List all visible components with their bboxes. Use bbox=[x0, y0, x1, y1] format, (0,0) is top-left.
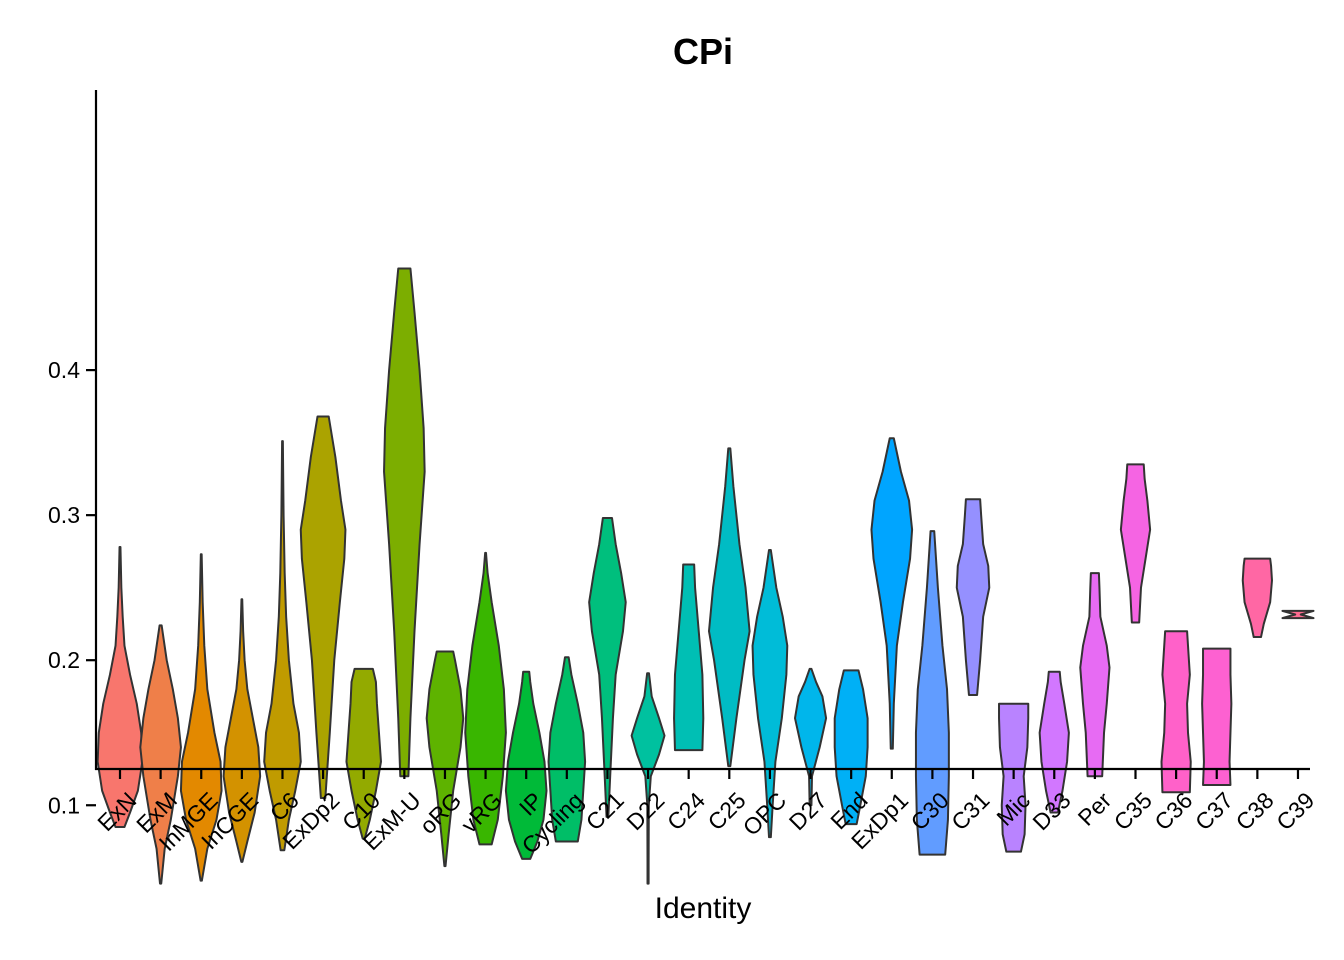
violin-c31 bbox=[955, 498, 991, 697]
x-tick-label: oRG bbox=[415, 787, 467, 839]
x-tick-label: D33 bbox=[1027, 787, 1075, 835]
violin-exn bbox=[96, 546, 144, 829]
violin-c38 bbox=[1241, 557, 1273, 638]
violin-incge bbox=[222, 598, 262, 863]
y-tick-label: 0.4 bbox=[48, 357, 80, 383]
x-tick-label: C37 bbox=[1190, 787, 1238, 835]
violin-c39 bbox=[1281, 609, 1315, 620]
x-tick-label: D22 bbox=[621, 787, 669, 835]
violin-group bbox=[96, 267, 1315, 885]
x-tick-label: C36 bbox=[1149, 787, 1197, 835]
x-tick-label: Mic bbox=[991, 787, 1035, 831]
y-tick-label: 0.1 bbox=[48, 792, 80, 818]
x-axis-label: Identity bbox=[655, 892, 752, 925]
violin-exdp1 bbox=[870, 437, 914, 750]
x-tick-label: C21 bbox=[581, 787, 629, 835]
y-tick-label: 0.2 bbox=[48, 647, 80, 673]
x-tick-label: C35 bbox=[1109, 787, 1157, 835]
violin-c24 bbox=[673, 563, 705, 752]
violin-c21 bbox=[588, 517, 627, 818]
x-tick-label: C39 bbox=[1271, 787, 1319, 835]
violin-c6 bbox=[263, 440, 302, 852]
x-tick-label: D27 bbox=[784, 787, 832, 835]
violin-vrg bbox=[464, 551, 507, 846]
violin-opc bbox=[751, 548, 789, 839]
y-tick-label: 0.3 bbox=[48, 502, 80, 528]
violin-inmge bbox=[179, 553, 223, 882]
violin-d33 bbox=[1038, 670, 1070, 814]
x-tick-label: OPC bbox=[738, 787, 792, 841]
x-tick-label: C38 bbox=[1231, 787, 1279, 835]
violin-c37 bbox=[1201, 647, 1233, 786]
x-tick-label: Per bbox=[1073, 787, 1117, 831]
violin-d27 bbox=[794, 667, 828, 807]
violin-c10 bbox=[345, 667, 382, 840]
x-tick-label: C24 bbox=[662, 787, 710, 835]
violin-exm-u bbox=[383, 267, 426, 778]
violin-c36 bbox=[1160, 630, 1192, 794]
violin-exm bbox=[139, 624, 182, 885]
chart-title: CPi bbox=[673, 31, 733, 72]
x-tick-label: C31 bbox=[946, 787, 994, 835]
violin-org bbox=[425, 650, 465, 868]
violin-cycling bbox=[547, 656, 587, 843]
y-axis-ticks: 0.1 0.2 0.3 0.4 bbox=[48, 357, 96, 818]
violin-per bbox=[1079, 572, 1111, 778]
violin-exdp2 bbox=[299, 415, 347, 799]
violin-c25 bbox=[707, 447, 751, 768]
violin-end bbox=[833, 669, 869, 826]
violin-ip bbox=[504, 670, 548, 860]
violin-c30 bbox=[914, 530, 950, 856]
violin-c35 bbox=[1119, 463, 1152, 624]
